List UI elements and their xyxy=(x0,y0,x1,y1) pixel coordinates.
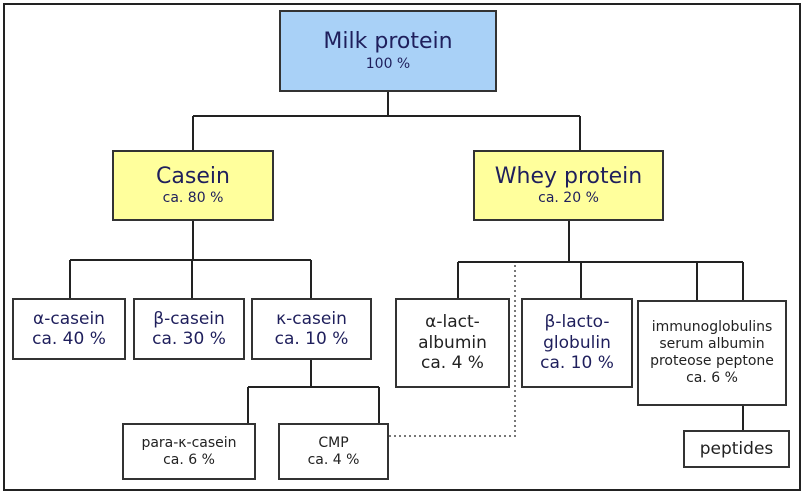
alpha-lactalbumin-node: α-lact- albumin ca. 4 % xyxy=(395,298,510,388)
node-title: para-κ-casein xyxy=(141,434,237,451)
node-value: ca. 4 % xyxy=(307,451,360,468)
node-value: ca. 30 % xyxy=(152,329,226,349)
kappa-casein-node: κ-casein ca. 10 % xyxy=(251,298,372,360)
node-title-line1: α-lact- xyxy=(425,312,480,333)
casein-node: Casein ca. 80 % xyxy=(112,150,274,221)
peptides-node: peptides xyxy=(683,430,790,468)
node-title: α-casein xyxy=(33,308,105,329)
node-value: ca. 6 % xyxy=(163,451,215,468)
node-value: ca. 20 % xyxy=(538,190,599,207)
node-title: Whey protein xyxy=(494,163,643,189)
node-title-line2: albumin xyxy=(418,332,487,353)
casein-connector xyxy=(69,221,312,298)
milk-protein-node: Milk protein 100 % xyxy=(279,10,497,92)
node-title: Casein xyxy=(156,163,230,189)
node-value: ca. 40 % xyxy=(32,329,106,349)
node-value: ca. 4 % xyxy=(421,353,484,374)
node-title: β-casein xyxy=(153,308,225,329)
node-title-line1: immunoglobulins xyxy=(651,319,773,336)
cmp-dotted-connector xyxy=(389,262,516,437)
whey-protein-node: Whey protein ca. 20 % xyxy=(473,150,664,221)
minor-whey-proteins-node: immunoglobulins serum albumin proteose p… xyxy=(637,300,787,406)
node-title-line1: β-lacto- xyxy=(544,312,610,333)
beta-casein-node: β-casein ca. 30 % xyxy=(133,298,245,360)
node-value: 100 % xyxy=(365,55,411,72)
node-value: ca. 6 % xyxy=(686,369,738,386)
kappa-connector xyxy=(247,360,380,423)
node-value: ca. 80 % xyxy=(162,190,224,207)
node-title-line3: proteose peptone xyxy=(650,353,774,369)
node-value: ca. 10 % xyxy=(274,329,349,349)
alpha-casein-node: α-casein ca. 40 % xyxy=(12,298,126,360)
node-title: peptides xyxy=(699,438,774,459)
whey-connector xyxy=(457,221,744,300)
node-title-line2: globulin xyxy=(543,332,611,353)
node-title: κ-casein xyxy=(276,308,347,329)
cmp-node: CMP ca. 4 % xyxy=(278,423,389,480)
node-value: ca. 10 % xyxy=(540,353,614,374)
para-kappa-casein-node: para-κ-casein ca. 6 % xyxy=(122,423,256,480)
root-connector xyxy=(192,92,581,150)
node-title: CMP xyxy=(318,434,349,451)
node-title: Milk protein xyxy=(323,29,453,55)
diagram-frame xyxy=(3,3,801,491)
node-title-line2: serum albumin xyxy=(659,336,765,353)
beta-lactoglobulin-node: β-lacto- globulin ca. 10 % xyxy=(521,298,633,388)
